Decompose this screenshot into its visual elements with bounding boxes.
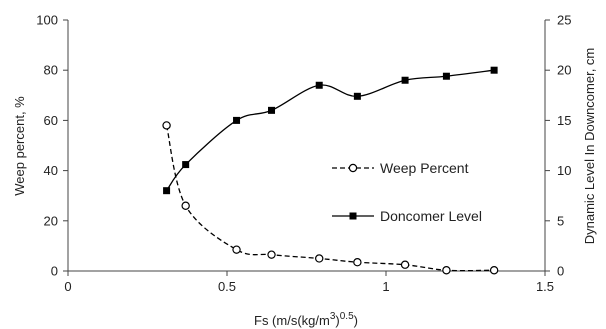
right-y-tick-label: 0 (557, 264, 564, 279)
x-axis-label-main: Fs (m/s(kg/m (254, 313, 330, 328)
x-tick-label: 0.5 (218, 279, 236, 294)
x-axis-label-mid: ) (335, 313, 339, 328)
series-line-weep-percent (165, 125, 495, 272)
data-point-weep-percent (232, 245, 241, 254)
x-tick-label: 1 (382, 279, 389, 294)
data-point-weep-percent (267, 250, 276, 259)
x-tick-label: 1.5 (536, 279, 554, 294)
data-point-doncomer-level (490, 66, 498, 74)
data-point-weep-percent (162, 121, 171, 130)
data-point-doncomer-level (163, 187, 171, 195)
data-point-weep-percent (400, 260, 410, 269)
legend-weep-label: Weep Percent (380, 160, 469, 176)
data-point-weep-percent (353, 258, 362, 267)
data-point-weep-percent (181, 201, 190, 210)
data-point-doncomer-level (233, 116, 241, 124)
data-point-weep-percent (442, 266, 451, 275)
left-y-tick-label: 60 (44, 113, 58, 128)
data-point-doncomer-level (315, 81, 323, 89)
left-y-tick-label: 80 (44, 63, 58, 78)
x-axis-label: Fs (m/s(kg/m3)0.5) (254, 311, 358, 328)
legend-level-marker (349, 212, 357, 220)
left-y-tick-label: 100 (36, 13, 58, 28)
x-tick-label: 0 (64, 279, 71, 294)
data-point-doncomer-level (268, 106, 276, 114)
data-point-doncomer-level (182, 161, 190, 169)
data-point-doncomer-level (353, 92, 361, 100)
left-y-tick-label: 40 (44, 163, 58, 178)
left-y-axis-ticks: 0 20 40 60 80 100 (36, 13, 68, 279)
x-axis-label-sup2: 0.5 (340, 311, 354, 322)
legend-level-label: Doncomer Level (380, 208, 482, 224)
right-y-tick-label: 5 (557, 213, 564, 228)
data-point-weep-percent (315, 254, 324, 263)
x-axis-label-sup1: 3 (330, 311, 336, 322)
right-y-axis-ticks: 0 5 10 15 20 25 (545, 13, 571, 279)
left-y-tick-label: 0 (51, 264, 58, 279)
right-y-tick-label: 15 (557, 113, 571, 128)
legend-weep-marker (348, 163, 358, 173)
x-axis-ticks: 0 0.5 1 1.5 (64, 271, 554, 294)
series-layer (162, 66, 499, 275)
left-y-axis-label: Weep percent, % (12, 96, 27, 196)
left-y-tick-label: 20 (44, 213, 58, 228)
legend: Weep Percent Doncomer Level (332, 160, 482, 224)
right-y-tick-label: 20 (557, 63, 571, 78)
right-y-axis-label: Dynamic Level In Downcomer, cm (582, 48, 597, 245)
data-point-doncomer-level (401, 76, 409, 84)
right-y-tick-label: 10 (557, 163, 571, 178)
data-point-weep-percent (489, 266, 499, 275)
data-point-doncomer-level (442, 72, 450, 80)
right-y-tick-label: 25 (557, 13, 571, 28)
x-axis-label-end: ) (354, 313, 358, 328)
